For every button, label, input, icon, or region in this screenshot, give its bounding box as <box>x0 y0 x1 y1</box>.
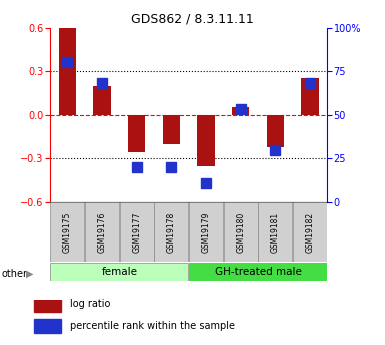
Bar <box>85 203 119 262</box>
Bar <box>34 297 61 312</box>
Bar <box>189 263 327 281</box>
Text: GSM19179: GSM19179 <box>201 211 211 253</box>
Text: GSM19182: GSM19182 <box>305 211 315 253</box>
Bar <box>59 28 76 115</box>
Text: GH-treated male: GH-treated male <box>214 267 301 277</box>
Bar <box>93 86 111 115</box>
Text: GSM19178: GSM19178 <box>167 211 176 253</box>
Text: GSM19175: GSM19175 <box>63 211 72 253</box>
Text: log ratio: log ratio <box>70 299 110 309</box>
Bar <box>34 319 61 333</box>
Text: female: female <box>101 267 137 277</box>
Bar <box>154 203 188 262</box>
Bar <box>258 203 292 262</box>
Text: GSM19176: GSM19176 <box>97 211 107 253</box>
Bar <box>128 115 145 152</box>
Text: percentile rank within the sample: percentile rank within the sample <box>70 321 235 331</box>
Bar <box>197 115 215 166</box>
Bar <box>301 78 318 115</box>
Bar <box>162 115 180 144</box>
Text: GSM19180: GSM19180 <box>236 211 245 253</box>
Text: GSM19177: GSM19177 <box>132 211 141 253</box>
Bar <box>266 115 284 147</box>
Bar <box>232 107 249 115</box>
Text: other: other <box>2 269 28 278</box>
Text: ▶: ▶ <box>26 269 33 278</box>
Bar <box>50 203 84 262</box>
Bar <box>189 203 223 262</box>
Bar <box>50 263 188 281</box>
Bar <box>120 203 154 262</box>
Bar <box>293 203 327 262</box>
Text: GSM19181: GSM19181 <box>271 211 280 253</box>
Bar <box>224 203 258 262</box>
Text: GDS862 / 8.3.11.11: GDS862 / 8.3.11.11 <box>131 12 254 25</box>
